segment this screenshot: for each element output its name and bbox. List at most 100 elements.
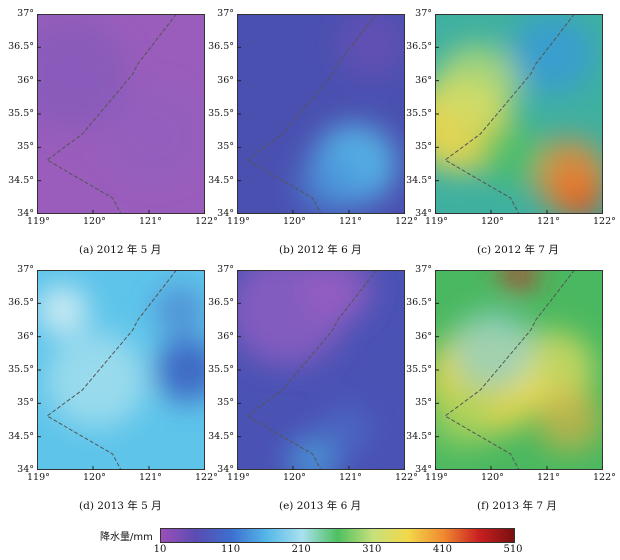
- precip-region: [37, 18, 130, 130]
- y-tick-label: 36.5°: [406, 41, 432, 53]
- precip-region: [532, 138, 603, 210]
- y-tick-label: 37°: [415, 264, 432, 275]
- y-tick-label: 35.5°: [8, 108, 34, 119]
- y-tick-label: 34.5°: [208, 174, 234, 186]
- precip-map-e: [237, 270, 405, 470]
- precip-region: [104, 86, 205, 182]
- legend-tick-label: 10: [153, 544, 167, 555]
- y-tick-label: 35°: [17, 141, 34, 153]
- precip-region: [295, 152, 363, 214]
- x-tick-label: 120°: [83, 216, 106, 227]
- coastline-boundary: [444, 14, 575, 214]
- precip-region: [154, 286, 205, 334]
- y-tick-label: 35°: [217, 141, 234, 153]
- x-tick-label: 120°: [283, 216, 306, 227]
- y-tick-label: 34.5°: [208, 430, 234, 442]
- y-tick-label: 36°: [217, 330, 234, 342]
- legend-tick-label: 110: [221, 544, 241, 555]
- x-tick-label: 119°: [227, 216, 250, 227]
- panel-caption-b: (b) 2012 年 6 月: [279, 244, 362, 256]
- x-tick-label: 121°: [139, 472, 162, 483]
- legend-tick-label: 410: [432, 544, 452, 555]
- legend-title: 降水量/mm: [100, 532, 153, 543]
- x-tick-label: 121°: [537, 472, 560, 483]
- y-tick-label: 36°: [217, 74, 234, 86]
- x-tick-label: 121°: [339, 216, 362, 227]
- y-tick-label: 34.5°: [8, 430, 34, 442]
- x-tick-label: 121°: [139, 216, 162, 227]
- precip-region: [535, 388, 603, 452]
- y-tick-label: 35.5°: [8, 364, 34, 375]
- y-tick-label: 36°: [415, 330, 432, 342]
- coastline-boundary: [444, 270, 575, 470]
- map-panel-c: [435, 14, 603, 214]
- color-scale-bar: [160, 528, 515, 543]
- y-tick-label: 37°: [217, 8, 234, 19]
- x-tick-label: 119°: [27, 216, 50, 227]
- x-tick-label: 122°: [593, 216, 616, 227]
- y-tick-label: 36.5°: [208, 297, 234, 309]
- x-tick-label: 122°: [395, 216, 418, 227]
- precip-region: [435, 44, 519, 124]
- precip-region: [451, 310, 536, 390]
- x-tick-label: 121°: [339, 472, 362, 483]
- y-tick-label: 37°: [17, 264, 34, 275]
- coastline-boundary: [46, 14, 177, 214]
- precip-map-c: [435, 14, 603, 214]
- precip-region: [45, 332, 147, 428]
- precip-region: [510, 14, 595, 94]
- y-tick-label: 36°: [415, 74, 432, 86]
- map-panel-a: [37, 14, 205, 214]
- y-tick-label: 34°: [217, 464, 234, 475]
- y-tick-label: 35.5°: [406, 108, 432, 119]
- precip-region: [287, 436, 338, 470]
- y-tick-label: 34.5°: [406, 174, 432, 186]
- map-panel-d: [37, 270, 205, 470]
- x-tick-label: 119°: [27, 472, 50, 483]
- panel-caption-e: (e) 2013 年 6 月: [279, 500, 362, 512]
- x-tick-label: 122°: [195, 216, 218, 227]
- coastline-boundary: [46, 270, 177, 470]
- y-tick-label: 37°: [415, 8, 432, 19]
- map-panel-b: [237, 14, 405, 214]
- x-tick-label: 122°: [395, 472, 418, 483]
- y-tick-label: 36.5°: [8, 41, 34, 53]
- precip-region: [154, 338, 205, 402]
- precip-map-d: [37, 270, 205, 470]
- precip-region: [502, 270, 536, 290]
- x-tick-label: 119°: [227, 472, 250, 483]
- y-tick-label: 35°: [415, 141, 432, 153]
- x-tick-label: 119°: [425, 472, 448, 483]
- coastline-boundary: [246, 14, 377, 214]
- x-tick-label: 121°: [537, 216, 560, 227]
- x-tick-label: 122°: [195, 472, 218, 483]
- x-tick-label: 120°: [283, 472, 306, 483]
- x-tick-label: 120°: [481, 216, 504, 227]
- panel-caption-a: (a) 2012 年 5 月: [79, 244, 162, 256]
- precip-map-b: [237, 14, 405, 214]
- y-tick-label: 35.5°: [406, 364, 432, 375]
- y-tick-label: 35°: [217, 397, 234, 409]
- precip-map-f: [435, 270, 603, 470]
- x-tick-label: 120°: [83, 472, 106, 483]
- y-tick-label: 35.5°: [208, 364, 234, 375]
- y-tick-label: 34.5°: [406, 430, 432, 442]
- precip-map-a: [37, 14, 205, 214]
- y-tick-label: 34°: [415, 464, 432, 475]
- y-tick-label: 36.5°: [208, 41, 234, 53]
- y-tick-label: 36.5°: [8, 297, 34, 309]
- y-tick-label: 34°: [17, 464, 34, 475]
- precip-region: [321, 406, 372, 454]
- coastline-boundary: [246, 270, 377, 470]
- legend-tick-label: 310: [362, 544, 382, 555]
- precip-region: [304, 270, 372, 322]
- precip-region: [337, 14, 405, 76]
- y-tick-label: 35°: [17, 397, 34, 409]
- x-tick-label: 119°: [425, 216, 448, 227]
- x-tick-label: 122°: [593, 472, 616, 483]
- y-tick-label: 34°: [17, 208, 34, 219]
- y-tick-label: 35°: [415, 397, 432, 409]
- y-tick-label: 34°: [415, 208, 432, 219]
- panel-caption-d: (d) 2013 年 5 月: [79, 500, 162, 512]
